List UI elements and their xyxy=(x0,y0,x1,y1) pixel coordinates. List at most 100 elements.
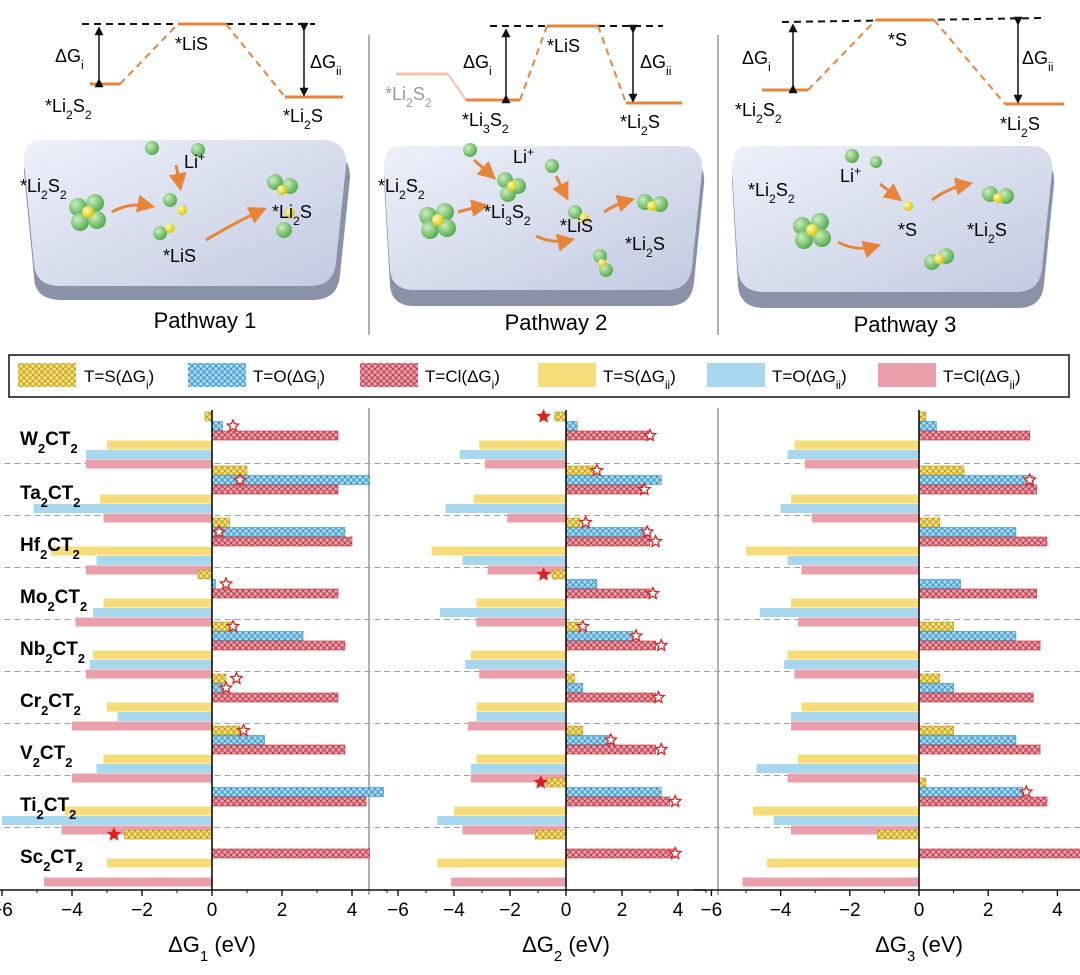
bar-cr2ct2-tsgii xyxy=(476,702,566,712)
bar-ta2ct2-togii xyxy=(33,504,212,513)
faded-connector xyxy=(447,73,467,101)
bar-v2ct2-togii xyxy=(756,764,919,773)
x-tick-label: 2 xyxy=(983,900,994,921)
open-star-marker xyxy=(653,637,669,652)
category-label: Cr2CT2 xyxy=(20,691,81,718)
legend-label: T=Cl(ΔGi) xyxy=(425,367,500,392)
bar-hf2ct2-tsgi xyxy=(918,517,941,528)
bar-sc2ct2-tsgi xyxy=(877,829,920,840)
bar-ti2ct2-togi xyxy=(918,787,1024,797)
bar-cr2ct2-tclgii xyxy=(468,721,566,731)
bar-ta2ct2-tsgi xyxy=(211,465,248,476)
bar-cr2ct2-tsgi xyxy=(918,673,941,684)
bar-sc2ct2-tclgi xyxy=(565,848,676,859)
bar-nb2ct2-tclgi xyxy=(211,640,346,651)
x-tick-label: 4 xyxy=(673,900,684,921)
chart-dg3: −6 −4 −2 0 2 4 ΔG3 (eV) xyxy=(694,410,1080,965)
bar-w2ct2-tsgii xyxy=(794,440,919,450)
bar-mo2ct2-tsgi xyxy=(197,569,213,580)
category-label: Sc2CT2 xyxy=(20,847,83,874)
bar-sc2ct2-tclgii xyxy=(742,877,919,887)
bar-nb2ct2-tclgi xyxy=(565,640,656,651)
bar-hf2ct2-tsgii xyxy=(51,546,212,556)
legend: T=S(ΔGi) T=O(ΔGi) T=Cl(ΔGi) T=S(ΔGii) T=… xyxy=(8,354,1070,398)
bar-cr2ct2-tsgii xyxy=(107,702,212,712)
bar-ta2ct2-tclgi xyxy=(918,484,1037,495)
bar-nb2ct2-tclgi xyxy=(918,640,1041,651)
middle-species-label: *LiS xyxy=(547,36,580,56)
x-tick-label: 0 xyxy=(207,900,218,921)
x-tick-label: −6 xyxy=(387,900,409,921)
bar-ti2ct2-tsgi xyxy=(918,777,927,788)
bar-cr2ct2-togi xyxy=(918,683,954,693)
x-tick-label: 0 xyxy=(561,900,572,921)
surface-label: *Li3S2 xyxy=(484,202,531,228)
pathway-title: Pathway 3 xyxy=(854,312,957,337)
slab-top xyxy=(732,146,1053,292)
legend-swatch xyxy=(878,363,936,387)
open-star-marker xyxy=(653,741,669,756)
dg-ii-label: ΔGii xyxy=(310,52,341,78)
slab-top xyxy=(384,146,703,290)
surface-label: *Li2S xyxy=(625,234,665,260)
x-tick-label: 0 xyxy=(914,900,925,921)
open-star-marker xyxy=(575,618,591,633)
bar-ti2ct2-togii xyxy=(773,816,919,825)
bar-w2ct2-tsgi xyxy=(918,411,927,422)
middle-species-label: *S xyxy=(888,30,907,50)
bar-mo2ct2-togi xyxy=(918,579,961,589)
bar-nb2ct2-tsgii xyxy=(93,650,212,660)
x-tick-label: 4 xyxy=(347,900,358,921)
bar-w2ct2-togi xyxy=(211,421,223,431)
bar-cr2ct2-togii xyxy=(476,712,566,721)
x-tick-label: −4 xyxy=(443,900,465,921)
x-tick-label: −4 xyxy=(61,900,83,921)
open-star-marker xyxy=(218,576,234,591)
surface-label: Li+ xyxy=(184,150,205,172)
legend-label: T=S(ΔGi) xyxy=(84,367,154,392)
pathway-1-panel: ΔGi ΔGii *Li2S2 *LiS *Li2S xyxy=(20,22,350,333)
bar-sc2ct2-tsgii xyxy=(766,858,919,868)
open-star-marker xyxy=(218,680,234,695)
bar-mo2ct2-togi xyxy=(565,579,598,589)
bar-hf2ct2-tclgii xyxy=(801,565,919,575)
bar-hf2ct2-togii xyxy=(462,556,566,565)
legend-label: T=O(ΔGi) xyxy=(253,367,325,392)
bar-nb2ct2-tsgii xyxy=(787,650,919,660)
bar-w2ct2-togii xyxy=(787,450,919,459)
x-tick-label: −2 xyxy=(131,900,153,921)
bar-v2ct2-tsgi xyxy=(565,725,584,736)
category-label: V2CT2 xyxy=(20,743,72,770)
dg-i-label: ΔGi xyxy=(463,52,492,78)
middle-species-label: *LiS xyxy=(175,34,208,54)
pathway-3-panel: ΔGi ΔGii *Li2S2 *S *Li2S *L xyxy=(732,16,1064,337)
surface-label: *Li2S2 xyxy=(20,176,67,202)
filled-star-marker xyxy=(536,566,551,581)
bar-ti2ct2-tclgi xyxy=(565,796,670,807)
bar-sc2ct2-tclgii xyxy=(451,877,566,887)
bar-ti2ct2-tclgi xyxy=(211,796,367,807)
bar-hf2ct2-togi xyxy=(565,527,648,537)
open-star-marker xyxy=(232,472,248,487)
bar-sc2ct2-tclgi xyxy=(918,848,1080,859)
category-labels: W2CT2 Ta2CT2 Hf2CT2 Mo2CT2 Nb2CT2 Cr2CT2 V2CT2… xyxy=(20,429,87,874)
bar-ti2ct2-tclgii xyxy=(462,825,566,835)
legend-item: T=Cl(ΔGi) xyxy=(360,363,500,392)
bar-ta2ct2-tclgii xyxy=(103,513,212,523)
x-tick-label: −2 xyxy=(839,900,861,921)
legend-item: T=O(ΔGi) xyxy=(188,363,325,392)
bar-mo2ct2-togii xyxy=(440,608,566,617)
bar-mo2ct2-tsgii xyxy=(791,598,919,608)
legend-swatch xyxy=(538,363,596,387)
open-star-marker xyxy=(225,618,241,633)
bar-mo2ct2-tclgi xyxy=(565,588,651,599)
open-star-marker xyxy=(603,732,619,747)
x-tick-label: 2 xyxy=(617,900,628,921)
legend-label: T=O(ΔGii) xyxy=(772,367,847,392)
open-star-marker xyxy=(211,524,227,539)
bar-cr2ct2-tclgii xyxy=(72,721,212,731)
pathway-title: Pathway 2 xyxy=(505,310,608,335)
open-star-marker xyxy=(637,481,652,496)
legend-swatch xyxy=(18,363,76,387)
